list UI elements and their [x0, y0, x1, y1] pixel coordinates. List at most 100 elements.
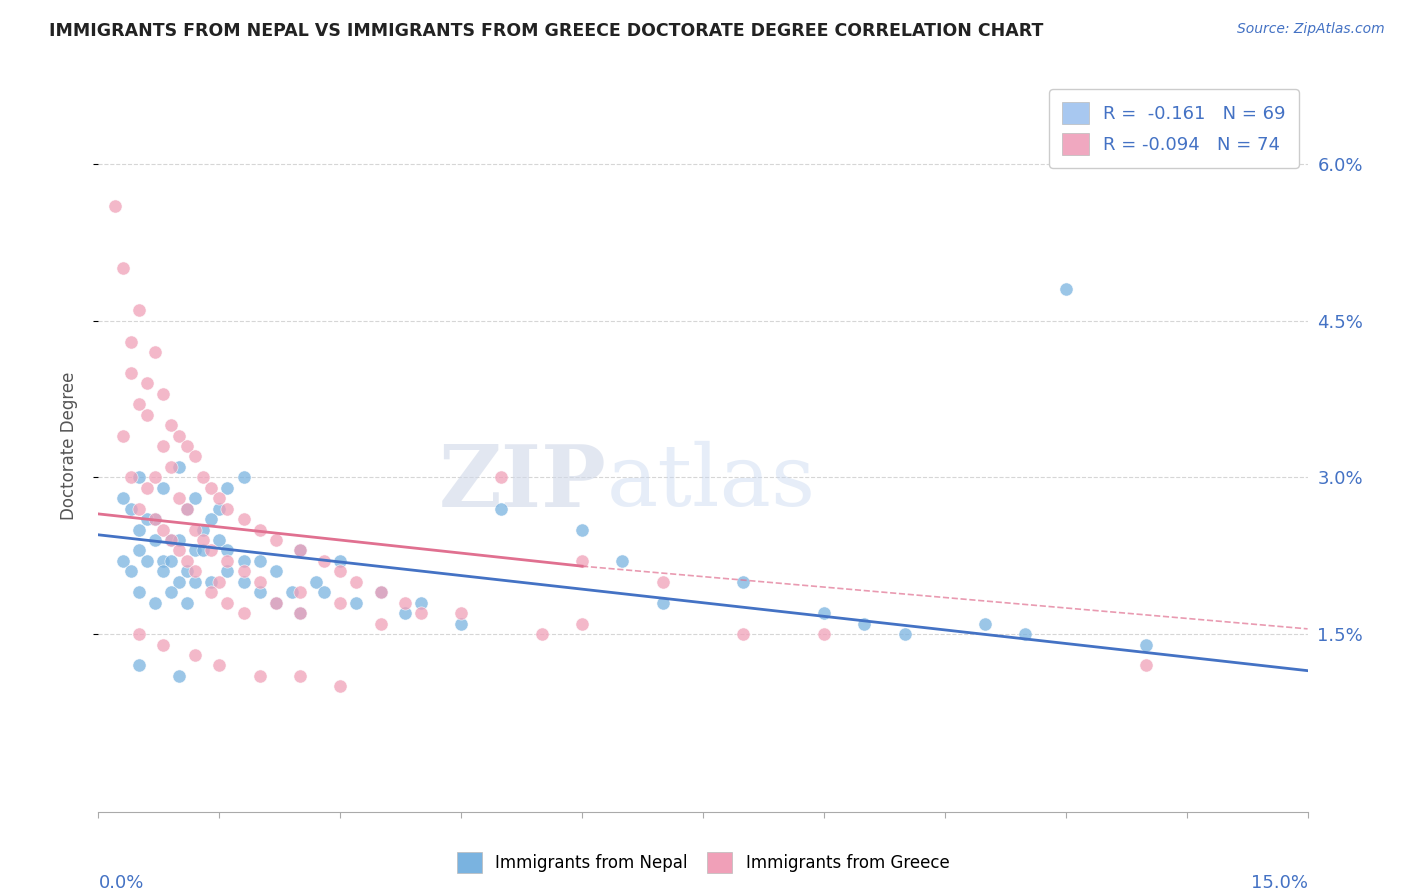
Point — [200, 585, 222, 599]
Point — [152, 523, 174, 537]
Point — [184, 523, 207, 537]
Point — [491, 470, 513, 484]
Point — [305, 574, 328, 589]
Text: IMMIGRANTS FROM NEPAL VS IMMIGRANTS FROM GREECE DOCTORATE DEGREE CORRELATION CHA: IMMIGRANTS FROM NEPAL VS IMMIGRANTS FROM… — [49, 22, 1043, 40]
Point — [232, 512, 254, 526]
Point — [329, 565, 352, 579]
Point — [264, 596, 287, 610]
Text: 15.0%: 15.0% — [1250, 874, 1308, 892]
Point — [152, 481, 174, 495]
Point — [176, 596, 198, 610]
Point — [152, 554, 174, 568]
Text: 0.0%: 0.0% — [98, 874, 143, 892]
Point — [612, 554, 634, 568]
Point — [193, 533, 215, 547]
Point — [813, 606, 835, 620]
Point — [143, 512, 166, 526]
Point — [208, 491, 231, 506]
Point — [370, 585, 392, 599]
Text: atlas: atlas — [606, 441, 815, 524]
Point — [193, 543, 215, 558]
Point — [329, 679, 352, 693]
Point — [288, 543, 311, 558]
Point — [143, 345, 166, 359]
Point — [184, 574, 207, 589]
Legend: Immigrants from Nepal, Immigrants from Greece: Immigrants from Nepal, Immigrants from G… — [450, 846, 956, 880]
Point — [232, 565, 254, 579]
Point — [249, 523, 271, 537]
Point — [314, 585, 336, 599]
Text: ZIP: ZIP — [439, 441, 606, 524]
Point — [167, 574, 190, 589]
Point — [264, 565, 287, 579]
Point — [651, 596, 673, 610]
Point — [217, 554, 239, 568]
Point — [249, 585, 271, 599]
Point — [128, 543, 150, 558]
Point — [264, 596, 287, 610]
Point — [651, 574, 673, 589]
Point — [974, 616, 997, 631]
Point — [394, 606, 416, 620]
Point — [217, 501, 239, 516]
Point — [394, 596, 416, 610]
Point — [176, 501, 198, 516]
Point — [152, 638, 174, 652]
Point — [571, 616, 593, 631]
Point — [1054, 282, 1077, 296]
Point — [128, 523, 150, 537]
Point — [329, 596, 352, 610]
Point — [184, 565, 207, 579]
Point — [200, 481, 222, 495]
Point — [217, 481, 239, 495]
Point — [120, 470, 142, 484]
Point — [176, 565, 198, 579]
Point — [143, 512, 166, 526]
Point — [491, 501, 513, 516]
Point — [143, 470, 166, 484]
Point — [208, 533, 231, 547]
Point — [152, 565, 174, 579]
Point — [128, 303, 150, 318]
Point — [160, 459, 183, 474]
Point — [167, 459, 190, 474]
Point — [813, 627, 835, 641]
Point — [249, 669, 271, 683]
Point — [409, 596, 432, 610]
Point — [111, 554, 134, 568]
Point — [184, 543, 207, 558]
Point — [200, 543, 222, 558]
Legend: R =  -0.161   N = 69, R = -0.094   N = 74: R = -0.161 N = 69, R = -0.094 N = 74 — [1049, 89, 1299, 168]
Point — [217, 565, 239, 579]
Point — [167, 669, 190, 683]
Point — [160, 554, 183, 568]
Point — [111, 491, 134, 506]
Text: Source: ZipAtlas.com: Source: ZipAtlas.com — [1237, 22, 1385, 37]
Point — [184, 648, 207, 662]
Point — [370, 616, 392, 631]
Point — [370, 585, 392, 599]
Point — [409, 606, 432, 620]
Point — [1014, 627, 1036, 641]
Point — [329, 554, 352, 568]
Point — [176, 554, 198, 568]
Point — [143, 596, 166, 610]
Point — [288, 606, 311, 620]
Point — [249, 554, 271, 568]
Point — [217, 596, 239, 610]
Point — [288, 669, 311, 683]
Point — [264, 533, 287, 547]
Point — [128, 627, 150, 641]
Point — [167, 543, 190, 558]
Point — [208, 501, 231, 516]
Point — [167, 428, 190, 442]
Point — [200, 512, 222, 526]
Point — [135, 376, 157, 391]
Point — [232, 470, 254, 484]
Point — [160, 533, 183, 547]
Point — [1135, 658, 1157, 673]
Point — [135, 481, 157, 495]
Point — [530, 627, 553, 641]
Point — [232, 554, 254, 568]
Point — [288, 585, 311, 599]
